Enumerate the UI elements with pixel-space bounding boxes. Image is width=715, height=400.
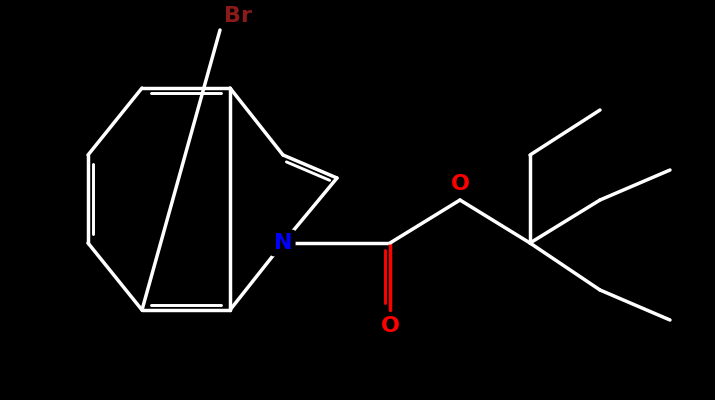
Text: N: N	[274, 233, 292, 253]
Text: O: O	[380, 316, 400, 336]
Text: Br: Br	[224, 6, 252, 26]
Text: O: O	[450, 174, 470, 194]
